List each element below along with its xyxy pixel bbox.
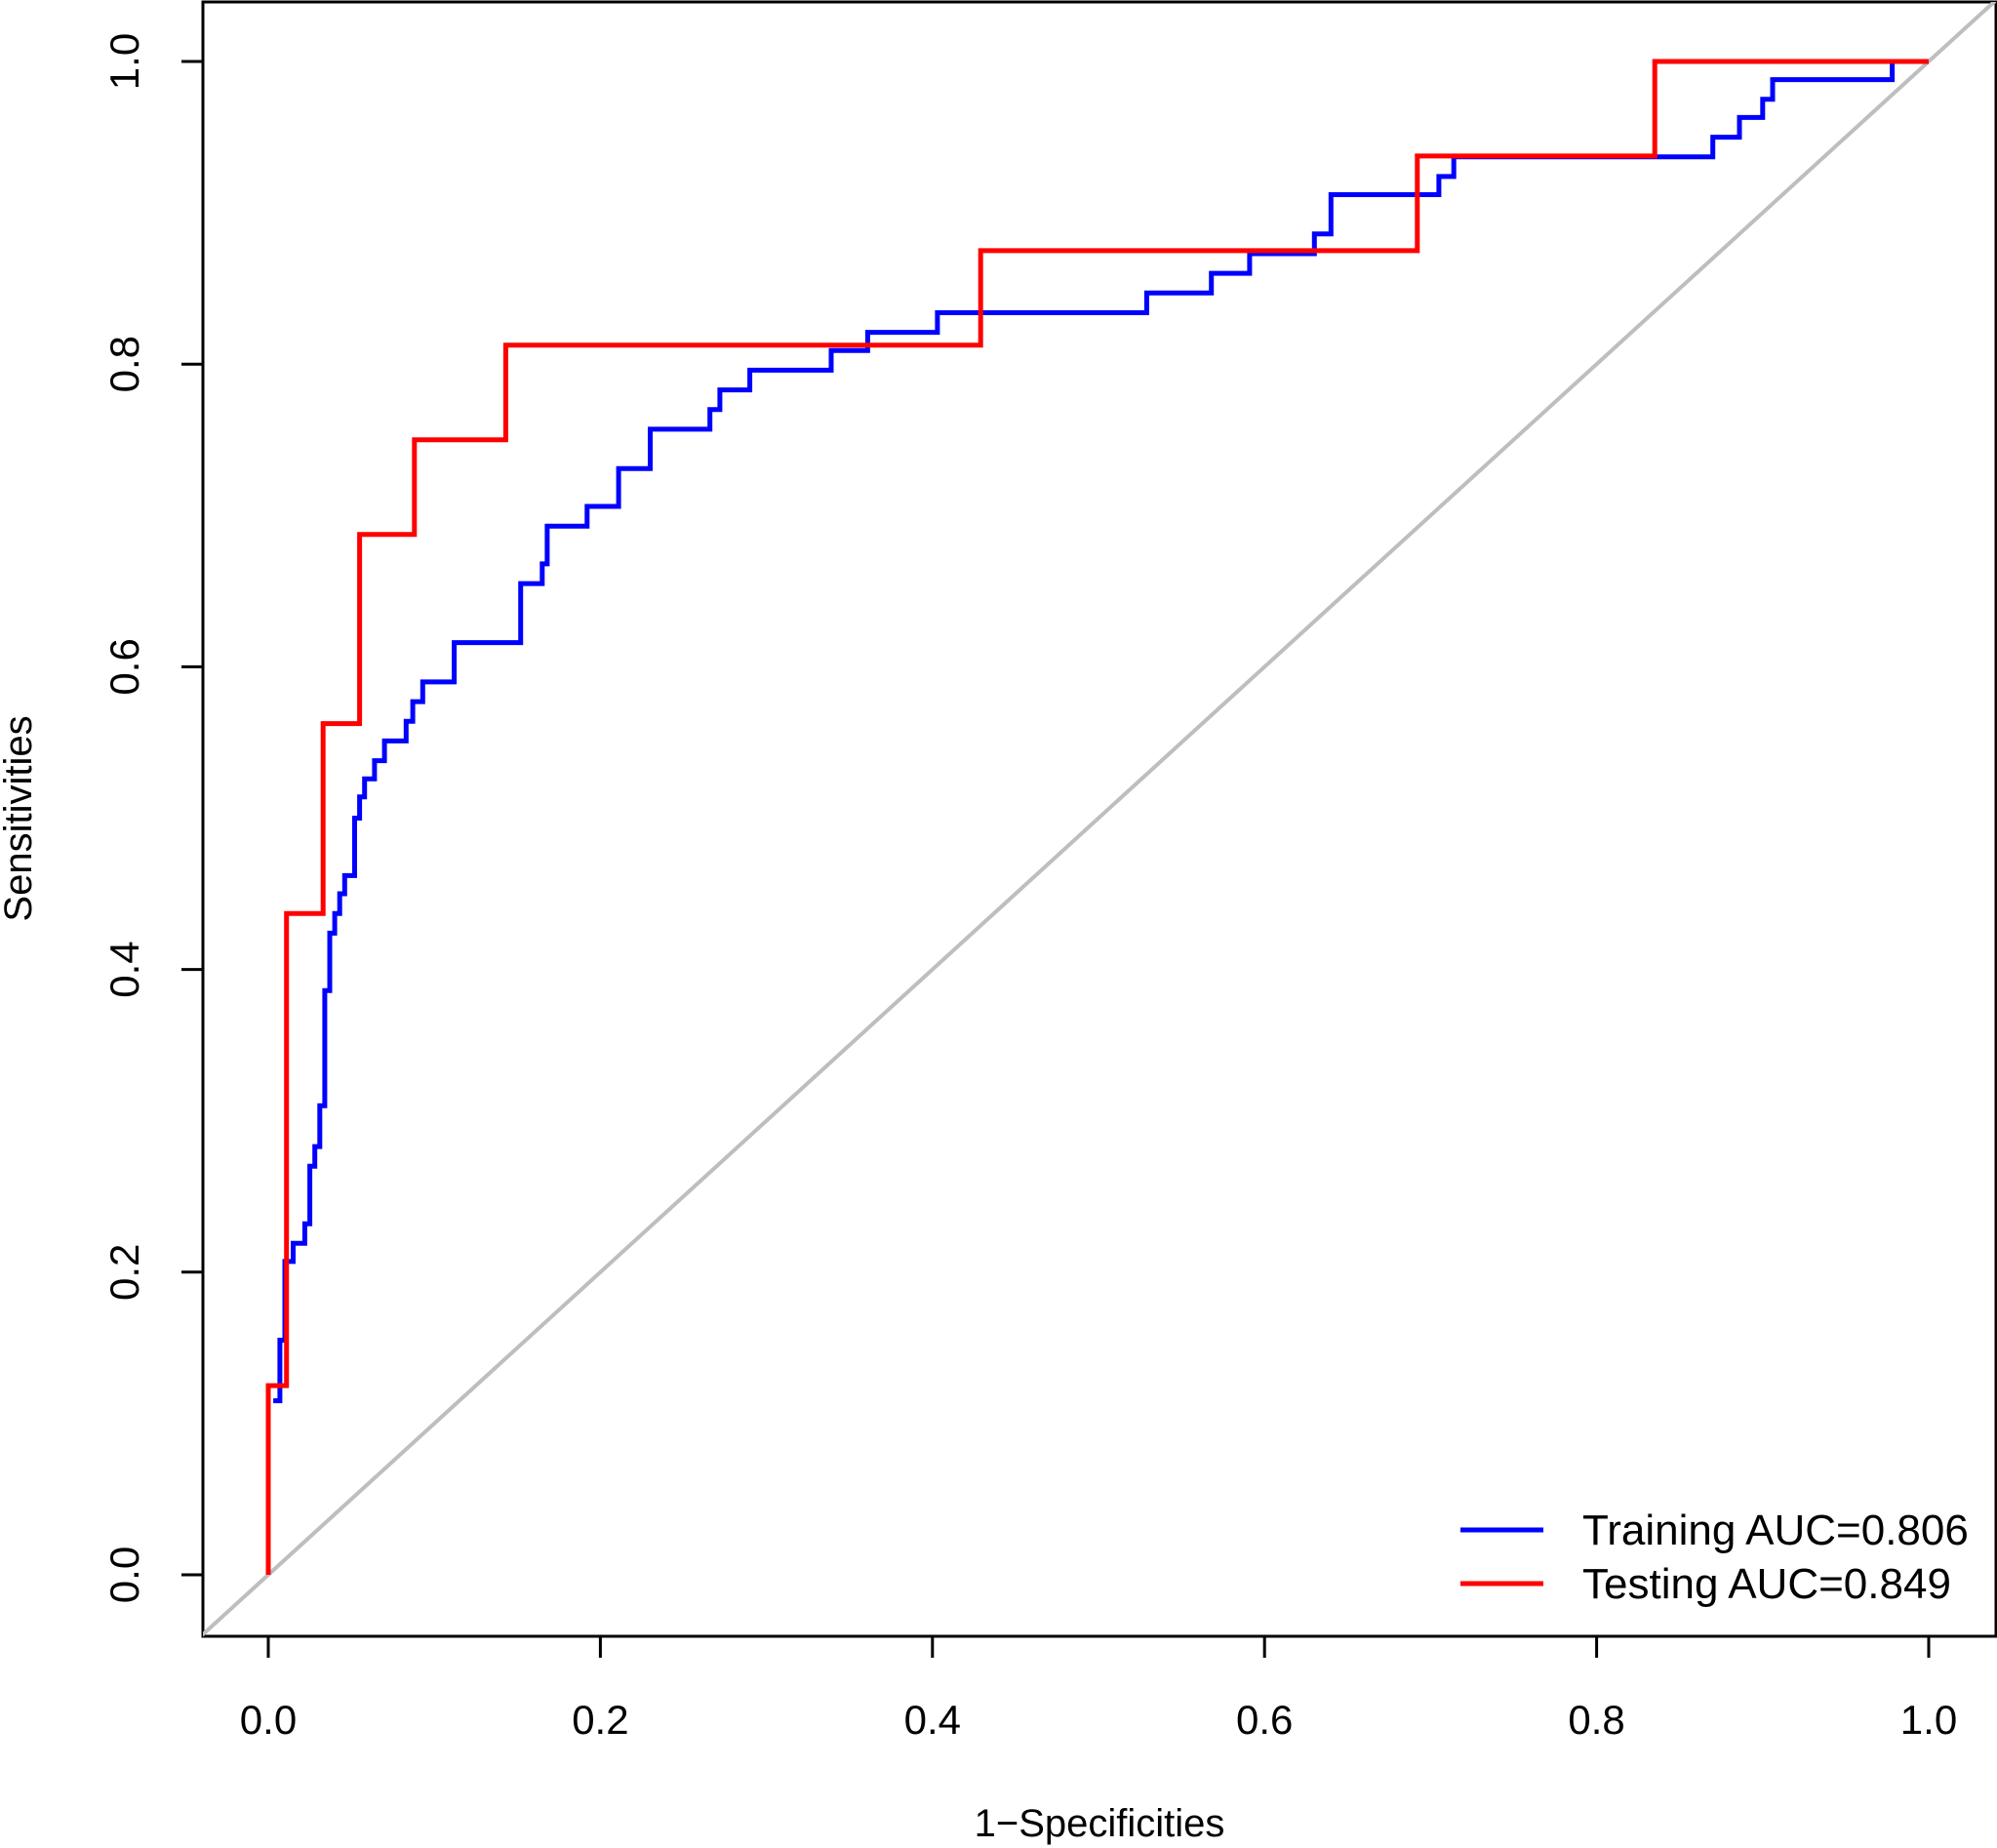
y-tick-label: 0.0 xyxy=(101,1547,147,1603)
y-tick-label: 1.0 xyxy=(101,33,147,90)
y-tick-label: 0.6 xyxy=(101,638,147,695)
y-axis: 0.0 0.2 0.4 0.6 0.8 1.0 xyxy=(101,33,205,1603)
x-tick-label: 0.4 xyxy=(904,1697,961,1743)
training-roc-curve xyxy=(273,59,1929,1404)
x-tick-label: 0.2 xyxy=(572,1697,628,1743)
legend-training-label: Training AUC=0.806 xyxy=(1582,1507,1969,1554)
y-axis-title: Sensitivities xyxy=(0,715,40,921)
x-tick-label: 0.0 xyxy=(240,1697,297,1743)
x-tick-label: 0.6 xyxy=(1236,1697,1293,1743)
legend-testing-label: Testing AUC=0.849 xyxy=(1582,1560,1951,1608)
testing-roc-curve xyxy=(265,59,1929,1575)
y-tick-label: 0.2 xyxy=(101,1244,147,1301)
legend: Training AUC=0.806 Testing AUC=0.849 xyxy=(1460,1507,1969,1608)
reference-diagonal-line xyxy=(203,2,1996,1636)
x-tick-label: 1.0 xyxy=(1900,1697,1957,1743)
x-axis-title: 1−Specificities xyxy=(975,1802,1225,1845)
x-tick-label: 0.8 xyxy=(1568,1697,1624,1743)
plot-area xyxy=(203,2,1996,1636)
y-tick-label: 0.8 xyxy=(101,336,147,392)
y-tick-label: 0.4 xyxy=(101,941,147,997)
x-axis: 0.0 0.2 0.4 0.6 0.8 1.0 xyxy=(240,1634,1957,1743)
